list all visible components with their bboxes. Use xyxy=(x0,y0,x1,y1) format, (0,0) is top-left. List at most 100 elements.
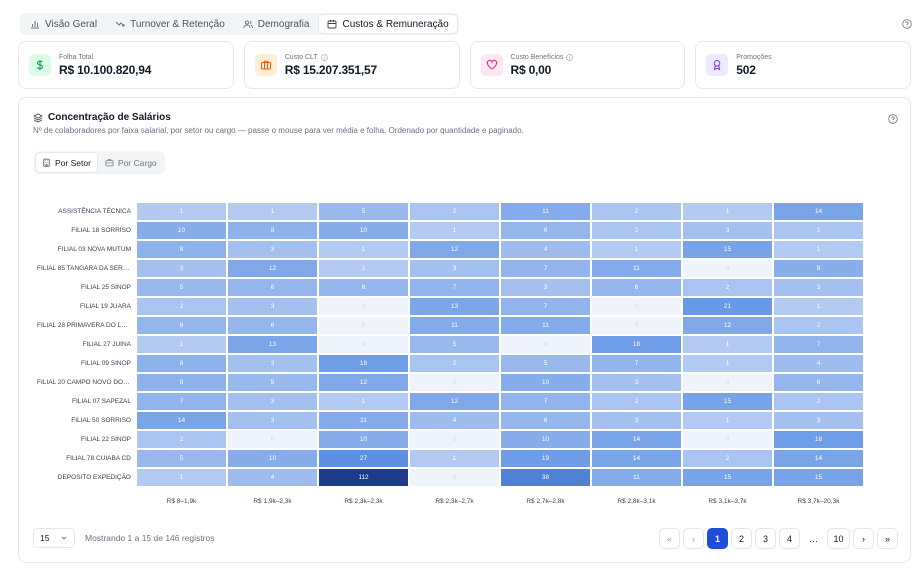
heatmap-cell[interactable]: 11 xyxy=(592,469,681,486)
last-page-button[interactable]: » xyxy=(877,528,898,549)
heatmap-cell[interactable]: 3 xyxy=(592,374,681,391)
heatmap-cell[interactable]: 18 xyxy=(319,355,408,372)
heatmap-cell[interactable]: 18 xyxy=(774,431,863,448)
heatmap-cell[interactable]: 11 xyxy=(501,203,590,220)
heatmap-cell[interactable]: 12 xyxy=(410,393,499,410)
heatmap-cell[interactable]: 7 xyxy=(774,336,863,353)
heatmap-cell[interactable]: 10 xyxy=(319,431,408,448)
heatmap-cell[interactable]: 1 xyxy=(228,203,317,220)
next-page-button[interactable]: › xyxy=(853,528,874,549)
heatmap-cell[interactable]: 8 xyxy=(137,241,226,258)
heatmap-cell[interactable]: 5 xyxy=(228,374,317,391)
heatmap-cell[interactable]: 3 xyxy=(137,260,226,277)
heatmap-cell[interactable]: 6 xyxy=(319,279,408,296)
heatmap-cell[interactable]: 10 xyxy=(228,450,317,467)
heatmap-cell[interactable]: 18 xyxy=(592,336,681,353)
heatmap-cell[interactable]: 8 xyxy=(228,222,317,239)
heatmap-cell[interactable]: 5 xyxy=(501,355,590,372)
heatmap-cell[interactable]: 112 xyxy=(319,469,408,486)
heatmap-cell[interactable]: 5 xyxy=(319,203,408,220)
heatmap-cell[interactable]: 2 xyxy=(410,203,499,220)
heatmap-cell[interactable]: 1 xyxy=(137,336,226,353)
heatmap-cell[interactable]: 1 xyxy=(683,203,772,220)
heatmap-cell[interactable]: 6 xyxy=(228,317,317,334)
heatmap-cell[interactable]: 4 xyxy=(228,469,317,486)
page-button[interactable]: 4 xyxy=(779,528,800,549)
heatmap-cell[interactable]: 12 xyxy=(410,241,499,258)
heatmap-cell[interactable]: 2 xyxy=(683,450,772,467)
tab-demografia[interactable]: Demografia xyxy=(235,15,318,33)
heatmap-cell[interactable]: 14 xyxy=(592,450,681,467)
heatmap-cell[interactable]: 3 xyxy=(228,298,317,315)
heatmap-cell[interactable]: 3 xyxy=(410,260,499,277)
heatmap-cell[interactable]: 15 xyxy=(683,469,772,486)
heatmap-cell[interactable]: 14 xyxy=(592,431,681,448)
heatmap-cell[interactable]: 7 xyxy=(592,355,681,372)
heatmap-cell[interactable]: 6 xyxy=(501,222,590,239)
heatmap-cell[interactable]: 21 xyxy=(683,298,772,315)
heatmap-cell[interactable]: 11 xyxy=(319,412,408,429)
heatmap-cell[interactable]: 15 xyxy=(683,393,772,410)
help-icon[interactable] xyxy=(902,19,912,29)
heatmap-cell[interactable]: 15 xyxy=(683,241,772,258)
heatmap-cell[interactable]: 12 xyxy=(319,374,408,391)
heatmap-cell[interactable]: 0 xyxy=(683,374,772,391)
page-button[interactable]: 10 xyxy=(827,528,850,549)
heatmap-cell[interactable]: 1 xyxy=(319,260,408,277)
heatmap-cell[interactable]: 14 xyxy=(774,450,863,467)
heatmap-cell[interactable]: 6 xyxy=(592,279,681,296)
heatmap-cell[interactable]: 7 xyxy=(501,260,590,277)
heatmap-cell[interactable]: 6 xyxy=(228,279,317,296)
page-button[interactable]: 3 xyxy=(755,528,776,549)
heatmap-cell[interactable]: 3 xyxy=(774,412,863,429)
heatmap-cell[interactable]: 0 xyxy=(592,317,681,334)
heatmap-cell[interactable]: 2 xyxy=(774,222,863,239)
heatmap-cell[interactable]: 4 xyxy=(774,355,863,372)
heatmap-cell[interactable]: 3 xyxy=(774,279,863,296)
heatmap-cell[interactable]: 1 xyxy=(137,203,226,220)
heatmap-cell[interactable]: 1 xyxy=(137,469,226,486)
heatmap-cell[interactable]: 7 xyxy=(501,298,590,315)
heatmap-cell[interactable]: 1 xyxy=(683,412,772,429)
heatmap-cell[interactable]: 0 xyxy=(410,374,499,391)
heatmap-cell[interactable]: 3 xyxy=(228,355,317,372)
heatmap-cell[interactable]: 0 xyxy=(683,431,772,448)
heatmap-cell[interactable]: 5 xyxy=(410,336,499,353)
heatmap-cell[interactable]: 0 xyxy=(228,431,317,448)
heatmap-cell[interactable]: 10 xyxy=(501,431,590,448)
page-size-select[interactable]: 15 xyxy=(33,528,75,548)
heatmap-cell[interactable]: 0 xyxy=(683,260,772,277)
heatmap-cell[interactable]: 1 xyxy=(774,298,863,315)
heatmap-cell[interactable]: 2 xyxy=(683,279,772,296)
heatmap-cell[interactable]: 8 xyxy=(137,374,226,391)
page-button[interactable]: 2 xyxy=(731,528,752,549)
heatmap-cell[interactable]: 2 xyxy=(592,222,681,239)
heatmap-cell[interactable]: 7 xyxy=(137,393,226,410)
prev-page-button[interactable]: ‹ xyxy=(683,528,704,549)
heatmap-cell[interactable]: 2 xyxy=(592,203,681,220)
heatmap-cell[interactable]: 3 xyxy=(592,412,681,429)
heatmap-cell[interactable]: 4 xyxy=(501,241,590,258)
heatmap-cell[interactable]: 19 xyxy=(501,450,590,467)
heatmap-cell[interactable]: 2 xyxy=(774,317,863,334)
heatmap-cell[interactable]: 14 xyxy=(774,203,863,220)
heatmap-cell[interactable]: 3 xyxy=(683,222,772,239)
heatmap-cell[interactable]: 1 xyxy=(410,450,499,467)
heatmap-cell[interactable]: 0 xyxy=(319,298,408,315)
heatmap-cell[interactable]: 1 xyxy=(410,222,499,239)
tab-visao-geral[interactable]: Visão Geral xyxy=(22,15,105,33)
heatmap-cell[interactable]: 15 xyxy=(774,469,863,486)
heatmap-cell[interactable]: 1 xyxy=(592,241,681,258)
heatmap-cell[interactable]: 4 xyxy=(410,412,499,429)
heatmap-cell[interactable]: 14 xyxy=(137,412,226,429)
heatmap-cell[interactable]: 1 xyxy=(319,241,408,258)
heatmap-cell[interactable]: 2 xyxy=(410,355,499,372)
heatmap-cell[interactable]: 11 xyxy=(410,317,499,334)
heatmap-cell[interactable]: 1 xyxy=(683,336,772,353)
tab-custos[interactable]: Custos & Remuneração xyxy=(319,15,457,33)
toggle-por-setor[interactable]: Por Setor xyxy=(36,153,97,172)
heatmap-cell[interactable]: 3 xyxy=(228,241,317,258)
heatmap-cell[interactable]: 0 xyxy=(319,336,408,353)
heatmap-cell[interactable]: 10 xyxy=(137,222,226,239)
heatmap-cell[interactable]: 5 xyxy=(137,450,226,467)
